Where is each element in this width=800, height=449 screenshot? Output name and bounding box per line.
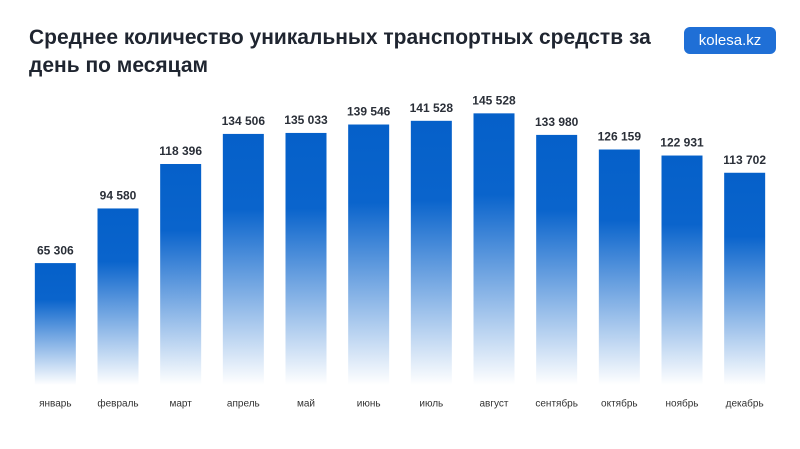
- value-label: 126 159: [598, 130, 642, 144]
- bar: [410, 120, 452, 386]
- bar: [598, 149, 640, 385]
- x-tick-label: сентябрь: [535, 398, 578, 410]
- x-tick-label: март: [169, 399, 192, 410]
- bar: [536, 134, 578, 385]
- value-label: 113 702: [723, 153, 766, 167]
- x-tick-label: февраль: [97, 398, 138, 410]
- bar: [348, 124, 390, 385]
- value-label: 118 396: [159, 144, 202, 158]
- x-tick-label: июль: [419, 399, 443, 410]
- x-tick-label: декабрь: [726, 398, 764, 410]
- x-tick-label: август: [480, 399, 509, 410]
- value-label: 139 546: [347, 105, 391, 119]
- x-tick-label: январь: [39, 399, 71, 410]
- x-tick-label: апрель: [227, 399, 260, 410]
- bar: [34, 263, 76, 385]
- x-tick-label: октябрь: [601, 398, 638, 410]
- chart-title: Среднее количество уникальных транспортн…: [29, 26, 651, 77]
- bar: [160, 163, 202, 385]
- value-label: 65 306: [37, 243, 74, 257]
- bar: [661, 155, 703, 385]
- value-label: 141 528: [410, 101, 454, 115]
- bar: [97, 208, 139, 385]
- bar: [285, 132, 327, 385]
- bar: [222, 133, 264, 385]
- bar: [473, 113, 515, 386]
- value-label: 94 580: [100, 189, 137, 203]
- value-label: 133 980: [535, 115, 579, 129]
- x-tick-label: ноябрь: [666, 398, 699, 410]
- value-label: 145 528: [472, 94, 516, 108]
- brand-logo[interactable]: kolesa.kz: [684, 27, 776, 54]
- value-label: 134 506: [222, 114, 266, 128]
- bar: [724, 172, 766, 385]
- x-tick-label: май: [297, 399, 315, 410]
- x-tick-label: июнь: [357, 399, 381, 410]
- value-label: 135 033: [284, 113, 328, 127]
- value-label: 122 931: [660, 136, 704, 150]
